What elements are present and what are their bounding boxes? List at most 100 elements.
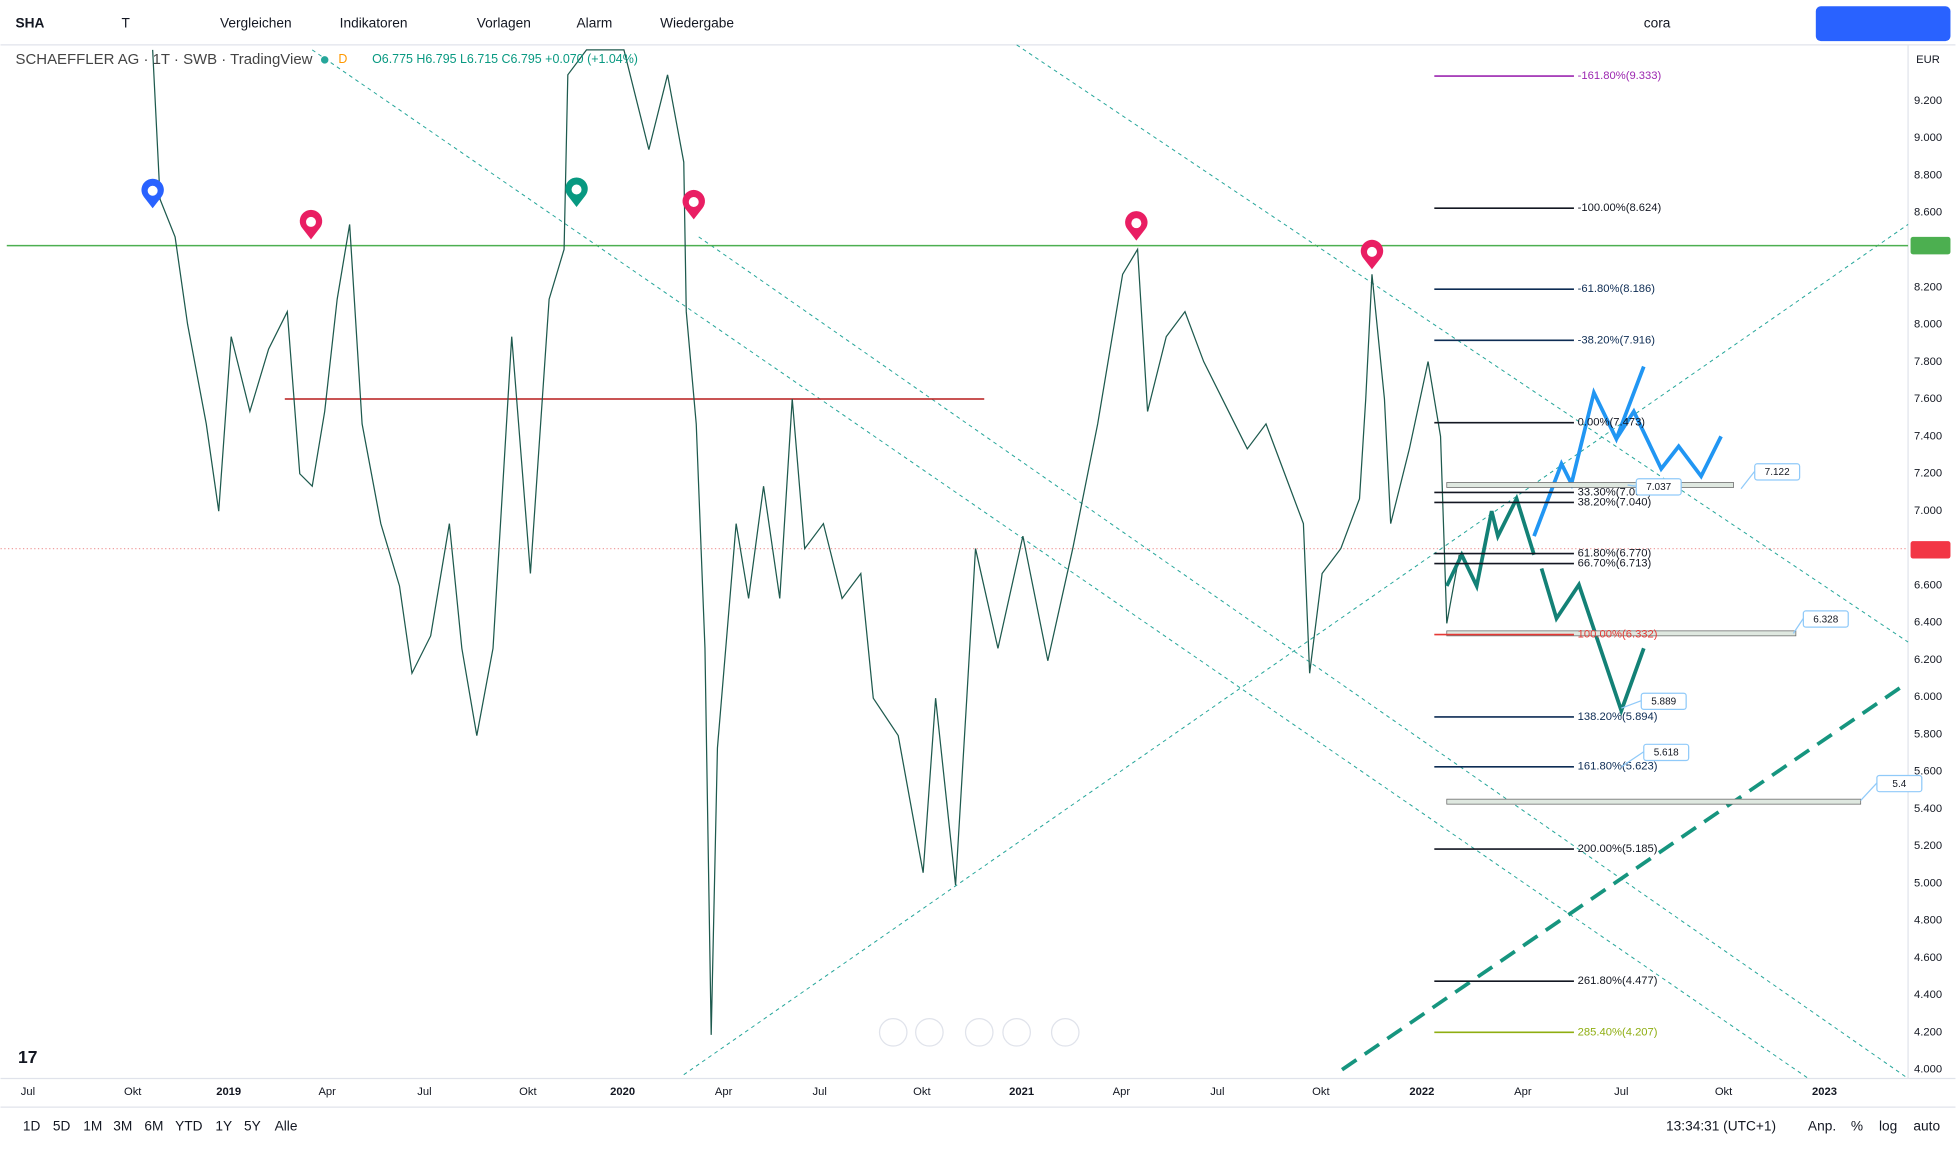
fib-label: -38.20%(7.916): [1578, 334, 1656, 346]
price-label: 7.200: [1914, 468, 1942, 480]
fib-label: -100.00%(8.624): [1578, 202, 1662, 214]
price-badge: [1910, 236, 1951, 255]
fib-label: 61.80%(6.770): [1578, 548, 1652, 560]
legend-name: SCHAEFFLER AG · 1T · SWB · TradingView: [16, 51, 313, 68]
callout-label: 5.889: [1651, 697, 1676, 708]
toolbar-button[interactable]: Indikatoren: [340, 15, 408, 30]
fib-label: 161.80%(5.623): [1578, 761, 1658, 773]
toolbar-button[interactable]: Wiedergabe: [660, 15, 734, 30]
time-label: Apr: [1514, 1086, 1532, 1098]
price-label: 8.000: [1914, 319, 1942, 331]
price-label: 6.000: [1914, 691, 1942, 703]
price-badge: [1910, 541, 1951, 559]
time-label: 2021: [1009, 1086, 1034, 1098]
price-label: 7.800: [1914, 356, 1942, 368]
time-label: 2022: [1409, 1086, 1434, 1098]
range-button[interactable]: Alle: [275, 1119, 298, 1134]
zone-box: [1446, 798, 1862, 805]
legend-badge: D: [338, 52, 347, 66]
time-label: 2019: [216, 1086, 241, 1098]
range-button[interactable]: 5D: [53, 1119, 71, 1134]
price-label: 5.800: [1914, 728, 1942, 740]
fib-label: -61.80%(8.186): [1578, 283, 1656, 295]
toolbar-button[interactable]: Alarm: [577, 15, 613, 30]
time-label: Apr: [1113, 1086, 1131, 1098]
callout-pointer: [1627, 484, 1637, 487]
callout-box: [1802, 610, 1849, 628]
callout-label: 5.618: [1654, 748, 1679, 759]
fib-label: 0.00%(7.473): [1578, 417, 1646, 429]
price-label: 7.600: [1914, 393, 1942, 405]
price-label: 6.600: [1914, 579, 1942, 591]
time-label: Apr: [318, 1086, 336, 1098]
symbol[interactable]: SHA: [16, 15, 45, 30]
pin-hole: [1366, 246, 1377, 257]
fib-label: 138.20%(5.894): [1578, 711, 1658, 723]
range-button[interactable]: YTD: [175, 1119, 203, 1134]
callout-box: [1640, 692, 1687, 711]
time-label: Jul: [1210, 1086, 1224, 1098]
nav-controls[interactable]: [878, 1017, 1080, 1047]
axis-option[interactable]: Anp.: [1808, 1119, 1836, 1134]
legend-ohlc: O6.775 H6.795 L6.715 C6.795 +0.070 (+1.0…: [372, 52, 638, 66]
price-label: 4.600: [1914, 952, 1942, 964]
range-button[interactable]: 1Y: [215, 1119, 232, 1134]
pin-hole: [147, 185, 158, 196]
fib-label: 285.40%(4.207): [1578, 1026, 1658, 1038]
fib-label: 261.80%(4.477): [1578, 975, 1658, 987]
callout-label: 7.037: [1646, 482, 1671, 493]
pin-hole: [306, 216, 316, 227]
price-label: 6.200: [1914, 654, 1942, 666]
time-label: Okt: [519, 1086, 537, 1098]
price-series: [152, 49, 1460, 1035]
time-label: Okt: [1312, 1086, 1330, 1098]
time-label: 2023: [1812, 1086, 1837, 1098]
pin-hole: [1131, 218, 1142, 229]
price-label: 4.000: [1914, 1064, 1942, 1076]
callout-pointer: [1792, 618, 1804, 634]
pin-hole: [688, 196, 699, 207]
currency: EUR: [1916, 54, 1940, 66]
dashed-trend: [1340, 684, 1905, 1072]
fib-label: 33.30%(7.096): [1578, 486, 1652, 498]
axis-option[interactable]: log: [1879, 1119, 1897, 1134]
callout-pointer: [1860, 782, 1878, 801]
publish-button[interactable]: [1815, 6, 1951, 42]
range-button[interactable]: 1M: [83, 1119, 102, 1134]
fib-label: 200.00%(5.185): [1578, 843, 1658, 855]
price-label: 5.600: [1914, 766, 1942, 778]
toolbar-button[interactable]: Vergleichen: [220, 15, 292, 30]
price-label: 5.000: [1914, 877, 1942, 889]
trendlines: [311, 44, 1909, 1079]
fib-label: 66.70%(6.713): [1578, 558, 1652, 570]
logo-mark: 17: [18, 1047, 37, 1067]
axis-option[interactable]: auto: [1913, 1119, 1940, 1134]
time-label: Apr: [715, 1086, 733, 1098]
range-button[interactable]: 3M: [113, 1119, 132, 1134]
time-label: Okt: [913, 1086, 931, 1098]
fib-label: -161.80%(9.333): [1578, 70, 1662, 82]
callout-box: [1754, 463, 1801, 481]
callout-label: 6.328: [1813, 614, 1838, 625]
axis-option[interactable]: %: [1851, 1119, 1863, 1134]
time-label: Jul: [417, 1086, 431, 1098]
toolbar-button[interactable]: Vorlagen: [477, 15, 531, 30]
price-label: 4.400: [1914, 989, 1942, 1001]
callout-pointer: [1740, 470, 1756, 490]
interval[interactable]: T: [121, 15, 130, 30]
price-label: 6.400: [1914, 617, 1942, 629]
range-button[interactable]: 6M: [144, 1119, 163, 1134]
layout-name[interactable]: cora: [1644, 15, 1671, 30]
callout-label: 7.122: [1765, 467, 1790, 478]
price-label: 4.200: [1914, 1026, 1942, 1038]
range-button[interactable]: 1D: [23, 1119, 41, 1134]
price-label: 5.400: [1914, 803, 1942, 815]
zone-box: [1446, 482, 1734, 488]
price-label: 7.400: [1914, 430, 1942, 442]
time-label: Jul: [1614, 1086, 1628, 1098]
range-button[interactable]: 5Y: [244, 1119, 261, 1134]
clock: 13:34:31 (UTC+1): [1666, 1119, 1776, 1134]
fib-label: 100.00%(6.332): [1578, 629, 1658, 641]
